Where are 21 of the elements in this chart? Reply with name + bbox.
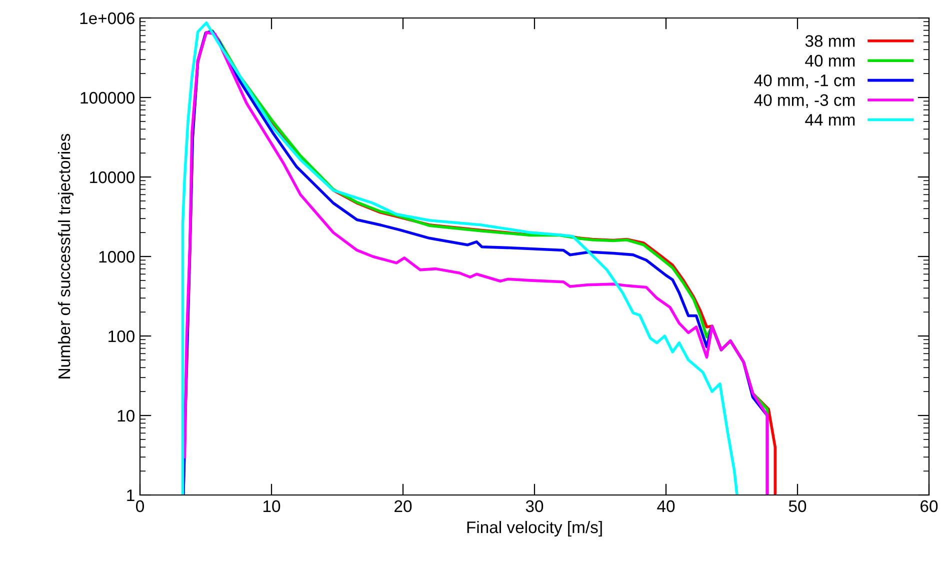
x-tick-label: 50 [788, 500, 806, 512]
y-tick-label: 100000 [80, 92, 134, 104]
y-tick-label: 1000 [99, 250, 134, 263]
y-tick-label: 100 [108, 330, 134, 342]
y-axis-title: Number of successful trajectories [58, 134, 74, 378]
legend-label: 44 mm [805, 114, 855, 126]
x-tick-label: 0 [136, 500, 144, 512]
legend-label: 40 mm, -1 cm [754, 74, 855, 88]
legend-label: 40 mm [805, 54, 855, 67]
y-tick-label: 1e+006 [80, 12, 134, 24]
x-tick-label: 40 [657, 500, 675, 512]
y-tick-label: 1 [127, 490, 134, 502]
y-tick-label: 10 [118, 410, 134, 422]
x-axis-title: Final velocity [m/s] [467, 520, 602, 536]
legend-label: 38 mm [805, 35, 855, 47]
x-tick-label: 30 [526, 500, 544, 512]
x-tick-label: 10 [264, 500, 280, 512]
y-tick-label: 10000 [90, 171, 134, 184]
legend-label: 40 mm, -3 cm [754, 94, 855, 108]
x-tick-label: 60 [920, 500, 938, 512]
x-tick-label: 20 [394, 500, 412, 512]
